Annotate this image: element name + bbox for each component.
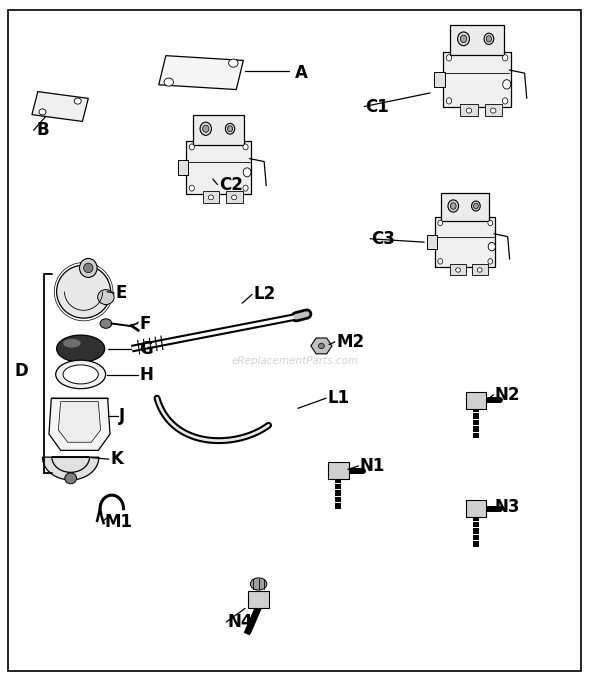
Ellipse shape — [229, 59, 238, 67]
Ellipse shape — [100, 319, 112, 328]
Ellipse shape — [486, 35, 491, 42]
Ellipse shape — [466, 108, 471, 113]
Ellipse shape — [448, 200, 458, 212]
Polygon shape — [42, 457, 99, 480]
Ellipse shape — [57, 335, 105, 362]
FancyBboxPatch shape — [193, 115, 244, 145]
FancyBboxPatch shape — [444, 52, 510, 108]
FancyBboxPatch shape — [427, 236, 437, 249]
Text: A: A — [295, 63, 308, 82]
Ellipse shape — [503, 54, 508, 61]
Text: C3: C3 — [371, 229, 395, 248]
Text: D: D — [14, 362, 28, 380]
Text: J: J — [119, 407, 125, 426]
Ellipse shape — [488, 259, 493, 264]
Ellipse shape — [98, 289, 114, 304]
Ellipse shape — [490, 108, 496, 113]
FancyBboxPatch shape — [466, 501, 486, 517]
Ellipse shape — [484, 33, 494, 44]
Ellipse shape — [503, 80, 511, 89]
Text: M1: M1 — [104, 513, 132, 530]
Ellipse shape — [84, 263, 93, 272]
Ellipse shape — [63, 339, 81, 347]
Text: N4: N4 — [228, 613, 253, 631]
FancyBboxPatch shape — [466, 392, 486, 409]
FancyBboxPatch shape — [248, 590, 269, 608]
Ellipse shape — [455, 268, 460, 272]
Ellipse shape — [488, 242, 496, 251]
Ellipse shape — [460, 35, 467, 43]
Ellipse shape — [243, 185, 248, 191]
Text: C2: C2 — [219, 176, 242, 193]
Ellipse shape — [65, 473, 77, 484]
Ellipse shape — [446, 98, 452, 104]
Ellipse shape — [57, 265, 110, 318]
Text: B: B — [37, 121, 49, 139]
Ellipse shape — [39, 109, 46, 115]
Ellipse shape — [319, 343, 324, 349]
Text: N3: N3 — [494, 498, 520, 516]
FancyBboxPatch shape — [484, 104, 502, 116]
Text: F: F — [139, 315, 151, 332]
FancyBboxPatch shape — [450, 25, 504, 55]
Text: eReplacementParts.com: eReplacementParts.com — [231, 356, 359, 366]
Ellipse shape — [450, 203, 456, 209]
Ellipse shape — [503, 98, 508, 104]
Text: E: E — [116, 284, 127, 302]
Ellipse shape — [438, 259, 442, 264]
FancyBboxPatch shape — [441, 193, 489, 221]
Ellipse shape — [471, 201, 480, 211]
Text: N2: N2 — [494, 385, 520, 404]
Text: K: K — [110, 450, 123, 469]
Ellipse shape — [189, 144, 194, 150]
Ellipse shape — [200, 122, 211, 136]
FancyBboxPatch shape — [472, 264, 487, 275]
Text: N1: N1 — [359, 457, 385, 475]
Text: G: G — [139, 340, 153, 358]
Text: M2: M2 — [336, 333, 364, 351]
FancyBboxPatch shape — [202, 191, 219, 202]
Ellipse shape — [80, 258, 97, 277]
Ellipse shape — [63, 365, 99, 384]
Ellipse shape — [446, 54, 452, 61]
Polygon shape — [159, 56, 243, 90]
Ellipse shape — [55, 360, 106, 389]
FancyBboxPatch shape — [435, 217, 496, 267]
Ellipse shape — [243, 168, 251, 177]
Ellipse shape — [474, 203, 478, 209]
Text: L1: L1 — [327, 389, 349, 407]
Text: L2: L2 — [254, 285, 276, 303]
Text: H: H — [139, 366, 153, 384]
FancyBboxPatch shape — [450, 264, 466, 275]
Ellipse shape — [202, 125, 209, 132]
Ellipse shape — [208, 195, 214, 200]
FancyBboxPatch shape — [460, 104, 478, 116]
Ellipse shape — [438, 220, 442, 226]
FancyBboxPatch shape — [329, 462, 349, 479]
Text: C1: C1 — [365, 97, 389, 116]
Ellipse shape — [74, 98, 81, 104]
Ellipse shape — [488, 220, 493, 226]
FancyBboxPatch shape — [434, 72, 445, 87]
Ellipse shape — [232, 195, 237, 200]
Ellipse shape — [164, 78, 173, 86]
FancyBboxPatch shape — [186, 141, 251, 194]
Ellipse shape — [228, 126, 232, 131]
Ellipse shape — [477, 268, 482, 272]
Ellipse shape — [458, 32, 470, 46]
Ellipse shape — [243, 144, 248, 150]
Polygon shape — [58, 402, 101, 442]
Polygon shape — [49, 398, 110, 450]
Ellipse shape — [225, 123, 235, 134]
Ellipse shape — [189, 185, 194, 191]
FancyBboxPatch shape — [178, 160, 188, 175]
Ellipse shape — [250, 578, 267, 590]
Polygon shape — [32, 91, 88, 121]
FancyBboxPatch shape — [226, 191, 242, 202]
Polygon shape — [311, 338, 332, 354]
